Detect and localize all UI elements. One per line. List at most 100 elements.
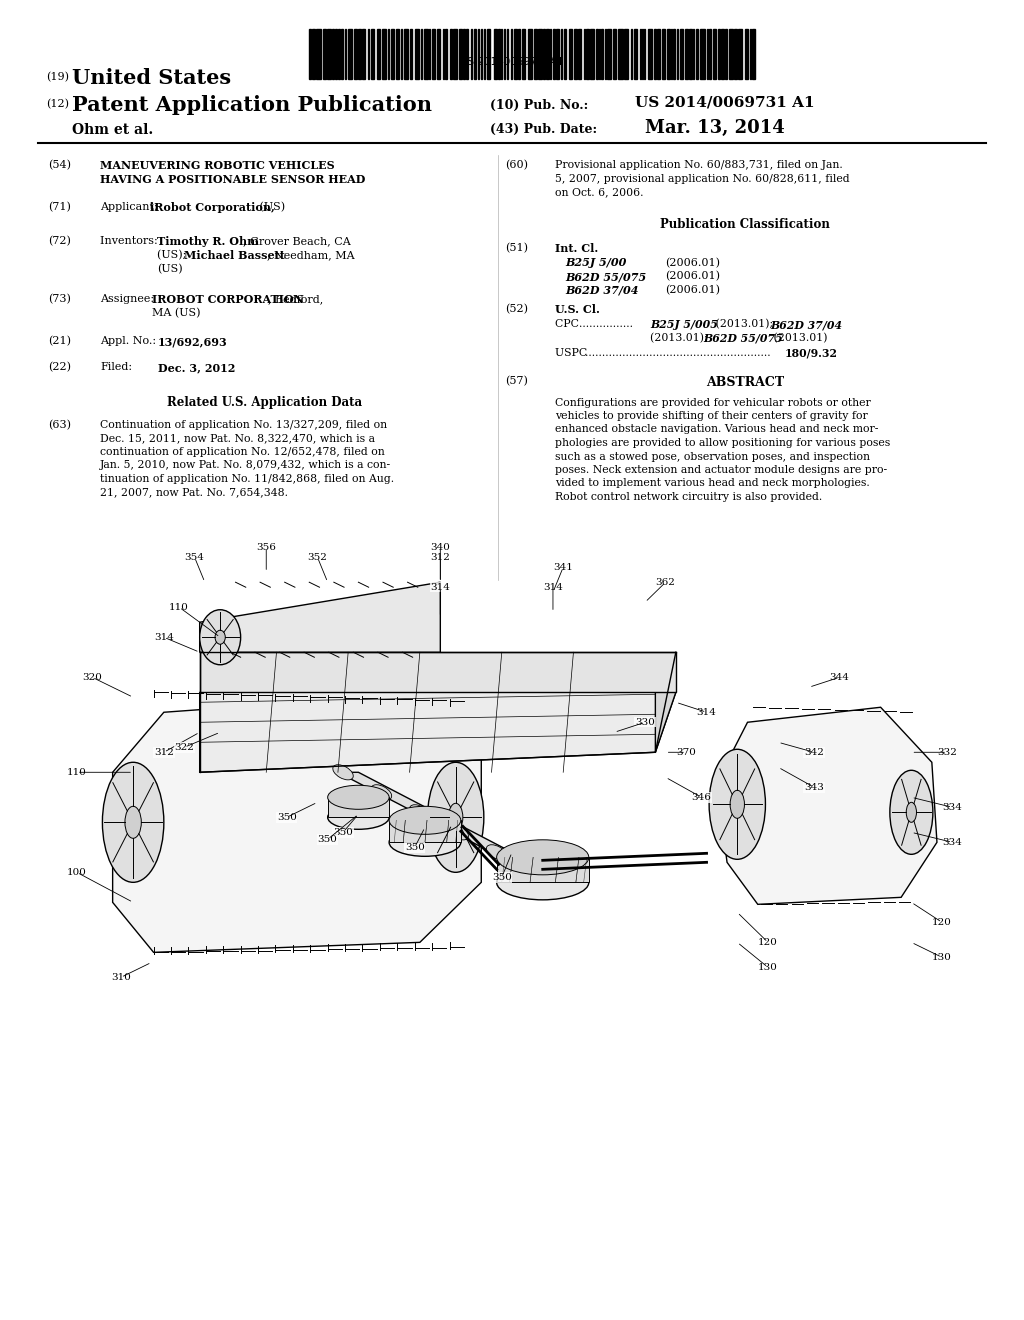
Bar <box>327 29 331 79</box>
Ellipse shape <box>102 762 164 882</box>
Bar <box>332 29 334 79</box>
Text: , Bedford,: , Bedford, <box>268 294 324 304</box>
Bar <box>696 29 698 79</box>
Text: Continuation of application No. 13/327,209, filed on: Continuation of application No. 13/327,2… <box>100 420 387 430</box>
Text: 334: 334 <box>942 803 963 812</box>
Text: CPC: CPC <box>555 319 583 329</box>
Bar <box>689 29 692 79</box>
Bar <box>667 29 670 79</box>
Text: Configurations are provided for vehicular robots or other: Configurations are provided for vehicula… <box>555 397 870 408</box>
Text: ................: ................ <box>579 319 633 329</box>
Bar <box>534 29 537 79</box>
Polygon shape <box>497 857 589 882</box>
Bar <box>404 29 408 79</box>
Bar <box>498 29 500 79</box>
Polygon shape <box>338 772 512 853</box>
Text: Ohm et al.: Ohm et al. <box>72 123 154 137</box>
Text: United States: United States <box>72 69 231 88</box>
Bar <box>348 29 352 79</box>
Bar <box>511 29 512 79</box>
Bar <box>584 29 585 79</box>
Text: (57): (57) <box>505 375 528 385</box>
Text: vehicles to provide shifting of their centers of gravity for: vehicles to provide shifting of their ce… <box>555 411 867 421</box>
Text: Robot control network circuitry is also provided.: Robot control network circuitry is also … <box>555 492 822 502</box>
Bar <box>445 29 447 79</box>
Text: Assignee:: Assignee: <box>100 294 158 304</box>
Bar <box>522 29 525 79</box>
Text: (51): (51) <box>505 243 528 253</box>
Text: vided to implement various head and neck morphologies.: vided to implement various head and neck… <box>555 479 869 488</box>
Text: USPC: USPC <box>555 347 591 358</box>
Ellipse shape <box>389 807 461 834</box>
Text: 340: 340 <box>430 543 451 552</box>
Bar <box>677 29 678 79</box>
Polygon shape <box>655 652 676 752</box>
Bar <box>648 29 652 79</box>
Text: 343: 343 <box>804 783 824 792</box>
Bar <box>474 29 476 79</box>
Text: Timothy R. Ohm: Timothy R. Ohm <box>157 236 259 247</box>
Polygon shape <box>200 652 676 692</box>
Text: 341: 341 <box>553 562 573 572</box>
Text: 352: 352 <box>307 553 328 562</box>
Text: 350: 350 <box>492 873 512 882</box>
Bar <box>640 29 641 79</box>
Text: 314: 314 <box>696 708 717 717</box>
Text: B25J 5/00: B25J 5/00 <box>565 257 627 268</box>
Text: 130: 130 <box>932 953 952 962</box>
Text: (US);: (US); <box>157 249 189 260</box>
Bar <box>466 29 468 79</box>
Text: ABSTRACT: ABSTRACT <box>706 375 784 388</box>
Bar <box>680 29 683 79</box>
Bar <box>514 29 517 79</box>
Text: (22): (22) <box>48 362 71 372</box>
Bar <box>618 29 623 79</box>
Text: B62D 55/075: B62D 55/075 <box>565 271 646 282</box>
Bar <box>738 29 742 79</box>
Text: 342: 342 <box>804 747 824 756</box>
Bar <box>484 29 485 79</box>
Bar <box>673 29 675 79</box>
Text: Dec. 3, 2012: Dec. 3, 2012 <box>158 362 236 374</box>
Text: HAVING A POSITIONABLE SENSOR HEAD: HAVING A POSITIONABLE SENSOR HEAD <box>100 174 366 185</box>
Text: 120: 120 <box>758 937 778 946</box>
Bar <box>607 29 611 79</box>
Text: (19): (19) <box>46 73 69 82</box>
Text: Inventors:: Inventors: <box>100 236 161 246</box>
Bar <box>601 29 603 79</box>
Bar <box>429 29 430 79</box>
Text: 13/692,693: 13/692,693 <box>158 337 227 347</box>
Bar <box>421 29 422 79</box>
Text: enhanced obstacle navigation. Various head and neck mor-: enhanced obstacle navigation. Various he… <box>555 425 879 434</box>
Ellipse shape <box>906 803 916 822</box>
Polygon shape <box>113 692 481 952</box>
Text: (60): (60) <box>505 160 528 170</box>
Text: (2013.01);: (2013.01); <box>712 319 776 329</box>
Text: (71): (71) <box>48 202 71 213</box>
Bar <box>424 29 428 79</box>
Text: Dec. 15, 2011, now Pat. No. 8,322,470, which is a: Dec. 15, 2011, now Pat. No. 8,322,470, w… <box>100 433 375 444</box>
Bar <box>729 29 733 79</box>
Text: iRobot Corporation,: iRobot Corporation, <box>150 202 274 213</box>
Bar <box>546 29 549 79</box>
Text: 350: 350 <box>317 834 338 843</box>
Text: (72): (72) <box>48 236 71 247</box>
Bar <box>504 29 505 79</box>
Bar <box>578 29 581 79</box>
Bar <box>453 29 457 79</box>
Bar <box>725 29 727 79</box>
Text: U.S. Cl.: U.S. Cl. <box>555 304 600 315</box>
Text: (2006.01): (2006.01) <box>665 285 720 294</box>
Text: 310: 310 <box>111 973 131 982</box>
Text: (US): (US) <box>256 202 285 213</box>
Ellipse shape <box>410 805 430 820</box>
Text: 344: 344 <box>829 673 850 681</box>
Text: 350: 350 <box>333 828 353 837</box>
Bar <box>362 29 365 79</box>
Bar <box>657 29 660 79</box>
Text: 110: 110 <box>169 603 189 611</box>
Bar <box>662 29 665 79</box>
Bar <box>354 29 357 79</box>
Ellipse shape <box>372 784 391 800</box>
Text: (2013.01): (2013.01) <box>770 333 827 343</box>
